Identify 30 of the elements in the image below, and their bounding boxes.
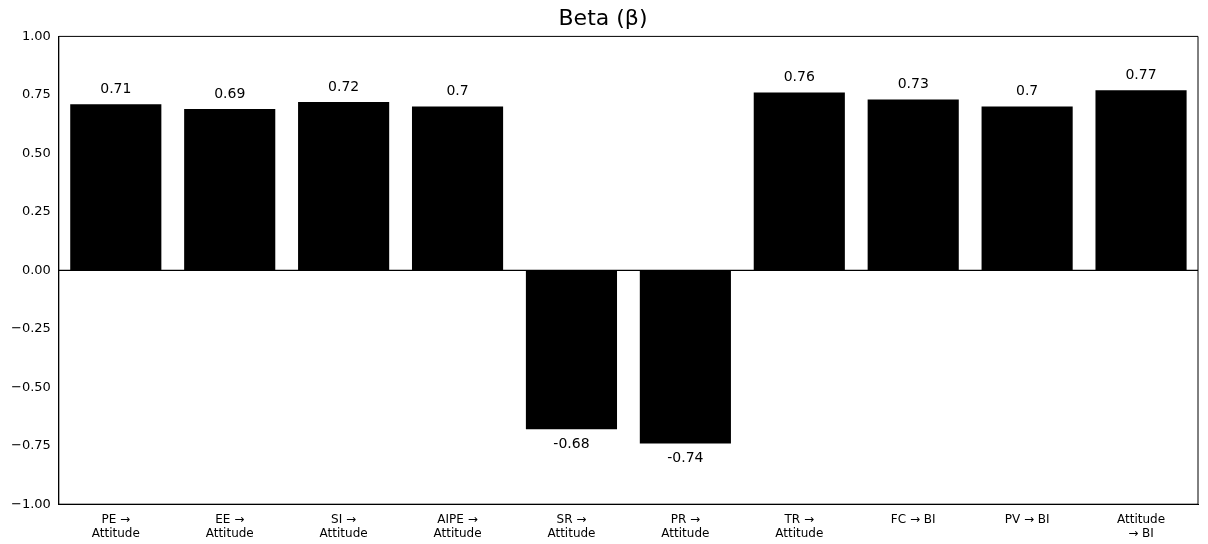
y-tick-label: −0.50 [10,378,51,394]
data-label: -0.74 [667,449,704,466]
y-tick-label: −1.00 [10,495,51,511]
y-tick-label: −0.75 [10,437,51,453]
data-label: 0.7 [1015,82,1039,99]
y-tick-label: 0.00 [21,261,51,277]
chart-title: Beta (β) [558,4,648,30]
data-label: 0.71 [100,79,132,96]
y-tick-label: 1.00 [21,27,51,43]
x-tick-label: SI → Attitude [319,511,368,540]
x-tick-label: PV → BI [1004,511,1050,526]
y-tick-label: −0.25 [10,320,51,336]
x-tick-label: TR → Attitude [775,511,824,540]
x-tick-label: PR → Attitude [661,511,710,540]
data-label: 0.69 [214,84,246,101]
x-tick-label: FC → BI [890,511,936,526]
x-tick-label: AIPE → Attitude [433,511,482,540]
y-tick-label: 0.75 [21,86,51,102]
x-tick-label: Attitude → BI [1117,511,1166,540]
data-label: 0.76 [783,68,815,85]
x-tick-label: SR → Attitude [547,511,596,540]
data-label: -0.68 [553,434,590,451]
data-label: 0.77 [1125,65,1157,82]
y-tick-label: 0.25 [21,203,51,219]
data-label: 0.72 [328,77,360,94]
y-tick-label: 0.50 [21,144,51,160]
data-label: 0.7 [446,82,469,99]
x-tick-label: EE → Attitude [205,511,254,540]
x-tick-label: PE → Attitude [91,511,140,540]
data-label: 0.73 [897,75,929,92]
